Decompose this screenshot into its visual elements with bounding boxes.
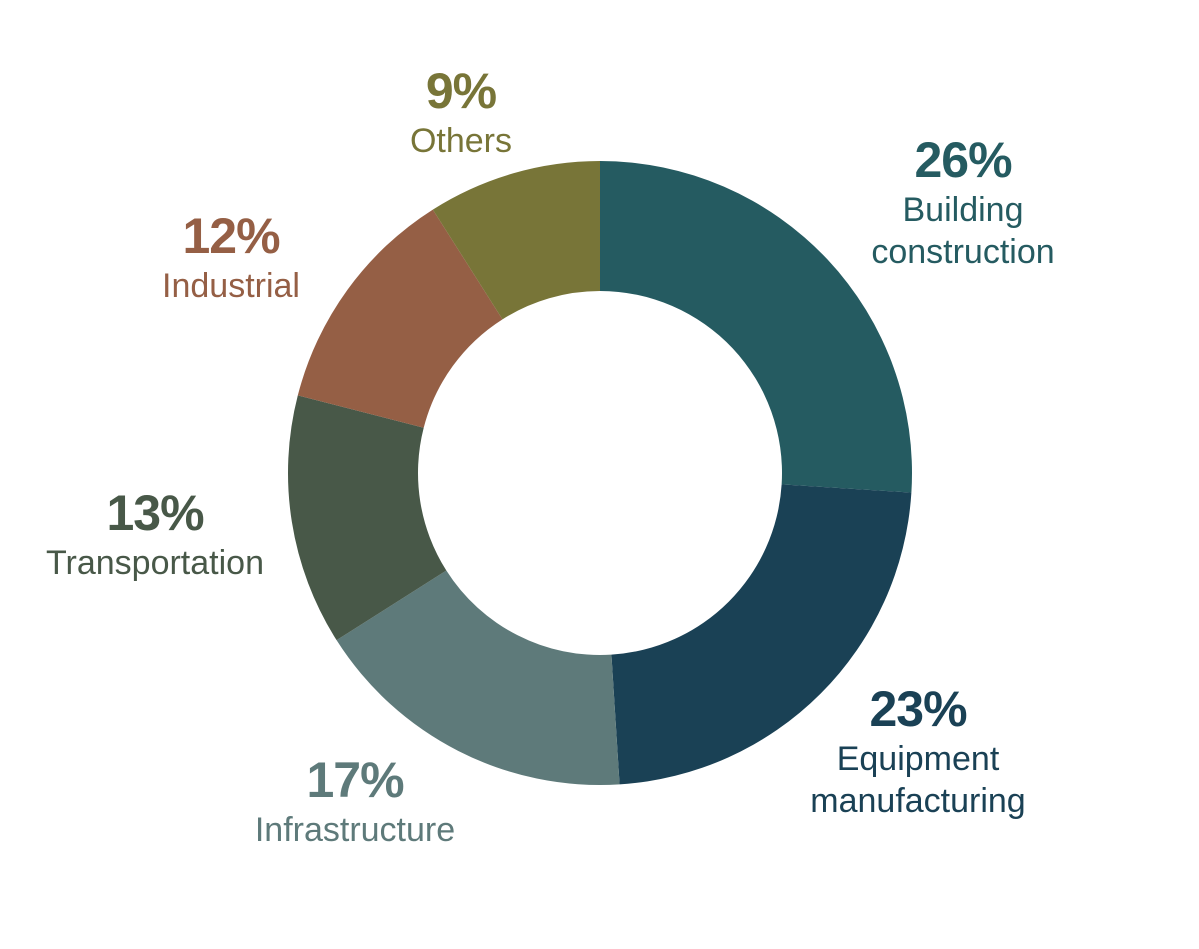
- slice-equipment-manufacturing: [611, 484, 912, 785]
- value-label-building-construction: 26%: [914, 132, 1012, 188]
- category-label-equipment-manufacturing-line-1: Equipment: [837, 740, 1000, 778]
- labels-group: 26%Building construction 23%Equipment manuf…: [46, 63, 1055, 849]
- category-label-equipment-manufacturing-line-2: manufacturing: [810, 782, 1025, 820]
- category-label-building-construction-line-2: construction: [871, 233, 1054, 271]
- category-label-infrastructure: Infrastructure: [255, 811, 455, 849]
- slices-group: [288, 161, 912, 785]
- category-label-industrial: Industrial: [162, 267, 300, 305]
- slice-infrastructure: [336, 570, 620, 785]
- slice-others: [432, 161, 600, 320]
- slice-transportation: [288, 395, 447, 641]
- category-label-others: Others: [410, 122, 512, 160]
- category-label-transportation: Transportation: [46, 544, 264, 582]
- category-label-building-construction-line-1: Building: [903, 191, 1024, 229]
- value-label-industrial: 12%: [182, 208, 280, 264]
- value-label-transportation: 13%: [106, 485, 204, 541]
- value-label-infrastructure: 17%: [306, 752, 404, 808]
- slice-industrial: [297, 209, 503, 428]
- value-label-others: 9%: [426, 63, 497, 119]
- slice-building-construction: [600, 161, 912, 493]
- value-label-equipment-manufacturing: 23%: [869, 681, 967, 737]
